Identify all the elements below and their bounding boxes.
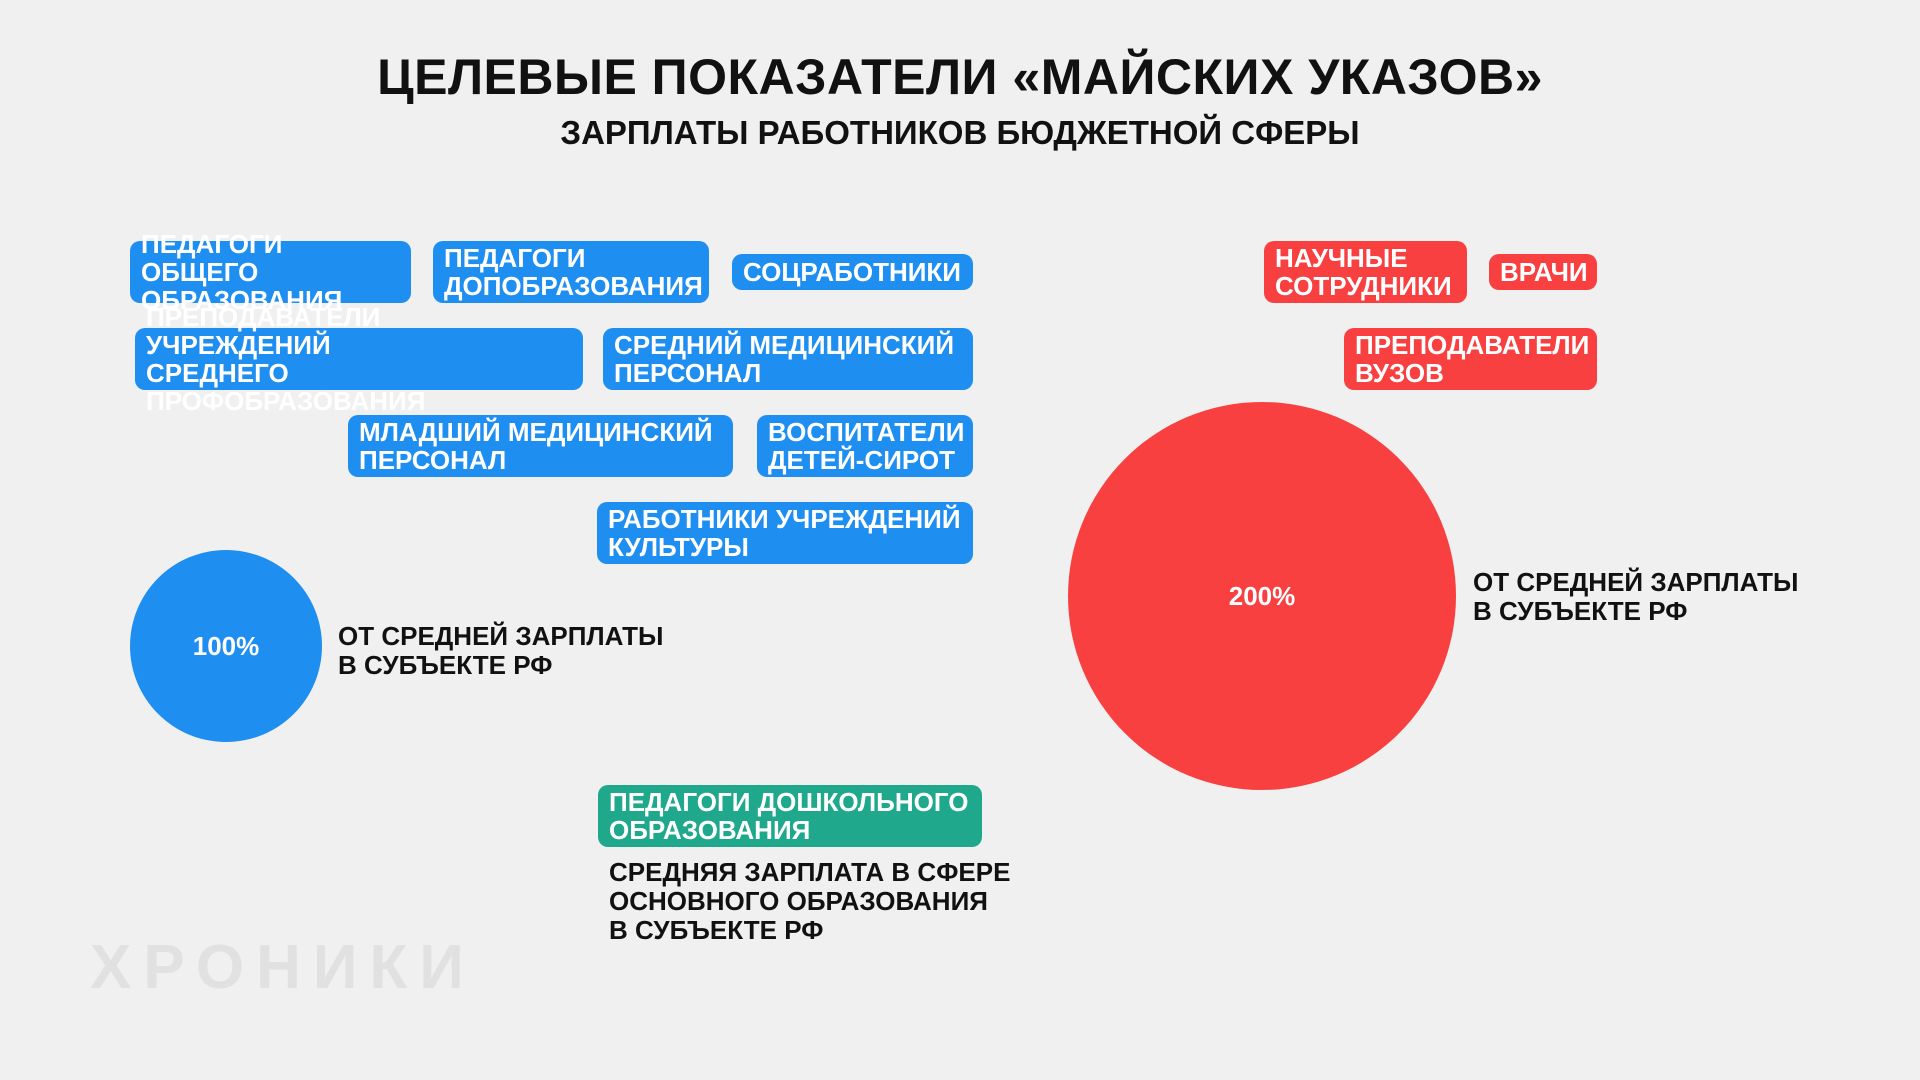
percent-circle-blue: 100% xyxy=(130,550,322,742)
caption-blue: ОТ СРЕДНЕЙ ЗАРПЛАТЫ В СУБЪЕКТЕ РФ xyxy=(338,621,664,680)
tag-general-education-teachers: ПЕДАГОГИ ОБЩЕГО ОБРАЗОВАНИЯ xyxy=(130,230,411,314)
percent-circle-red: 200% xyxy=(1068,402,1456,790)
tag-mid-level-medical-staff: СРЕДНИЙ МЕДИЦИНСКИЙ ПЕРСОНАЛ xyxy=(603,328,973,390)
tag-university-teachers: ПРЕПОДАВАТЕЛИ ВУЗОВ xyxy=(1344,328,1597,390)
page-subtitle: ЗАРПЛАТЫ РАБОТНИКОВ БЮДЖЕТНОЙ СФЕРЫ xyxy=(560,114,1360,151)
tag-preschool-teachers: ПЕДАГОГИ ДОШКОЛЬНОГО ОБРАЗОВАНИЯ xyxy=(598,785,982,847)
logo-watermark: ХРОНИКИ xyxy=(90,933,476,1002)
tag-orphan-caregivers: ВОСПИТАТЕЛИ ДЕТЕЙ-СИРОТ xyxy=(757,415,973,477)
tag-additional-education-teachers: ПЕДАГОГИ ДОПОБРАЗОВАНИЯ xyxy=(433,241,709,303)
tag-researchers: НАУЧНЫЕ СОТРУДНИКИ xyxy=(1264,241,1467,303)
tag-doctors: ВРАЧИ xyxy=(1489,254,1597,290)
tag-vocational-teachers: ПРЕПОДАВАТЕЛИ УЧРЕЖДЕНИЙ СРЕДНЕГО ПРОФОБ… xyxy=(135,303,583,415)
page-title: ЦЕЛЕВЫЕ ПОКАЗАТЕЛИ «МАЙСКИХ УКАЗОВ» xyxy=(377,49,1543,105)
caption-green: СРЕДНЯЯ ЗАРПЛАТА В СФЕРЕ ОСНОВНОГО ОБРАЗ… xyxy=(609,857,1011,945)
percent-label-red: 200% xyxy=(1228,580,1296,611)
tag-social-workers: СОЦРАБОТНИКИ xyxy=(732,254,973,290)
caption-red: ОТ СРЕДНЕЙ ЗАРПЛАТЫ В СУБЪЕКТЕ РФ xyxy=(1473,567,1799,626)
tag-culture-workers: РАБОТНИКИ УЧРЕЖДЕНИЙ КУЛЬТУРЫ xyxy=(597,502,973,564)
percent-label-blue: 100% xyxy=(192,630,260,661)
tag-junior-medical-staff: МЛАДШИЙ МЕДИЦИНСКИЙ ПЕРСОНАЛ xyxy=(348,415,733,477)
